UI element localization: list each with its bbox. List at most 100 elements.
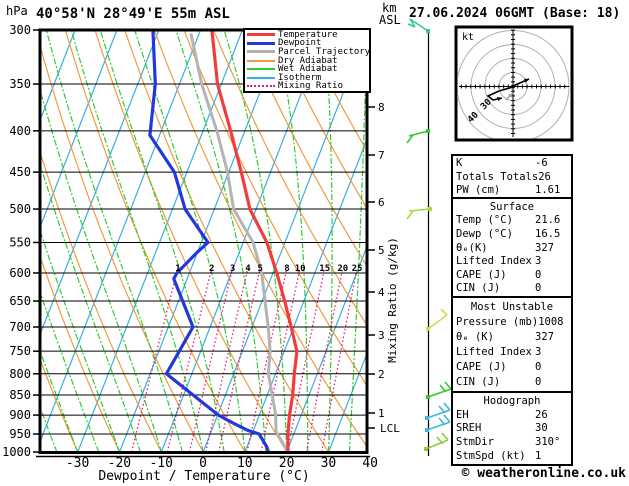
legend-swatch-isotherm	[247, 76, 275, 79]
pressure-tick-label: 650	[9, 294, 31, 308]
legend-item: Mixing Ratio	[245, 82, 369, 91]
wind-barb	[440, 308, 448, 316]
wind-barb	[426, 421, 451, 431]
wind-barb	[409, 18, 416, 28]
attribution: © weatheronline.co.uk	[461, 466, 626, 481]
km-tick-label: 2	[378, 368, 385, 381]
stat-label: PW (cm)	[456, 183, 501, 196]
panel-indices-row: PW (cm) 1.61	[453, 184, 571, 196]
stat-value: 26	[535, 408, 548, 421]
mixing-ratio-axis-label: Mixing Ratio (g/kg)	[386, 237, 399, 363]
km-tick-label: 5	[378, 244, 385, 257]
stat-value: 327	[535, 331, 554, 343]
panel-surface-row: Lifted Index 3	[453, 255, 571, 267]
stat-value: 327	[535, 241, 554, 254]
stat-label: Lifted Index	[456, 346, 532, 358]
mixing-ratio-value-label: 2	[209, 264, 214, 274]
wind-barb	[439, 384, 447, 393]
wind-barb	[425, 439, 449, 450]
mixing-ratio-value-label: 15	[319, 264, 330, 274]
panel-indices: K -6 Totals Totals 26 PW (cm) 1.61	[451, 154, 573, 199]
stat-label: EH	[456, 408, 469, 421]
panel-hodograph-row: SREH 30	[453, 422, 571, 434]
legend-swatch-mixing-ratio	[247, 85, 275, 88]
pressure-tick-label: 700	[9, 320, 31, 334]
mixing-ratio-value-label: 20	[337, 264, 348, 274]
stat-value: 1	[535, 450, 542, 463]
wind-barb	[443, 402, 451, 411]
panel-hodograph-title: Hodograph	[483, 394, 541, 407]
km-tick-label: 8	[378, 101, 385, 114]
legend-item: Dewpoint	[245, 39, 369, 48]
pressure-tick-label: 300	[9, 23, 31, 37]
panel-hodograph-row: StmSpd (kt) 1	[453, 450, 571, 462]
pressure-tick-label: 350	[9, 77, 31, 91]
legend-item: Parcel Trajectory	[245, 47, 370, 56]
panel-most-unstable-row: θₑ (K) 327	[453, 331, 571, 343]
km-tick-label: 1	[378, 407, 385, 420]
panel-surface-title: Surface	[489, 200, 535, 213]
km-tick-label: 3	[378, 329, 385, 342]
plot-background-lines	[40, 30, 367, 453]
stat-value: 0	[535, 268, 542, 281]
temp-tick-label: -20	[108, 456, 131, 471]
wind-barb	[406, 134, 414, 144]
stat-value: 0	[535, 376, 542, 388]
hodograph-border	[454, 25, 574, 142]
axis-labels: 3003504004505005506006507007508008509009…	[2, 23, 400, 484]
wind-barb	[427, 314, 448, 330]
km-tick-label: 6	[378, 196, 385, 209]
stat-label: CAPE (J)	[456, 268, 507, 281]
temp-tick-label: 30	[321, 456, 337, 471]
wind-barb	[406, 210, 414, 220]
legend-label: Wet Adiabat	[278, 64, 338, 75]
wind-barb	[438, 417, 446, 426]
parcel_trajectory-curve	[189, 33, 290, 453]
wind-barb	[408, 208, 431, 212]
panel-surface-row: Temp (°C) 21.6	[453, 214, 571, 226]
panel-indices-row: K -6	[453, 157, 571, 169]
temp-tick-label: 20	[279, 456, 295, 471]
wind-barb	[444, 381, 452, 390]
wind-barb	[426, 409, 451, 419]
legend-item: Dry Adiabat	[245, 55, 369, 66]
stat-label: SREH	[456, 422, 482, 435]
stat-value: 30	[535, 422, 548, 435]
panel-hodograph-stats: Hodograph EH 26 SREH 30 StmDir 310° StmSpd (kt)…	[451, 391, 573, 466]
pressure-tick-label: 800	[9, 367, 31, 381]
legend-swatch-parcel-trajectory	[247, 50, 275, 54]
plot-border	[38, 28, 369, 454]
mixing-ratio-value-label: 1	[175, 264, 180, 274]
stat-label: θₑ (K)	[456, 331, 494, 343]
pressure-tick-label: 600	[9, 266, 31, 280]
legend-swatch-dry-adiabat	[247, 59, 275, 62]
stat-value: -6	[535, 157, 548, 170]
legend-swatch-temperature	[247, 33, 275, 37]
legend-item: Wet Adiabat	[245, 64, 369, 75]
panel-most-unstable-row: CAPE (J) 0	[453, 361, 571, 373]
temp-tick-label: -10	[149, 456, 172, 471]
wind-barb-column	[406, 18, 452, 456]
mixing-ratio-value-label: 10	[295, 264, 306, 274]
legend-swatch-dewpoint	[247, 41, 275, 45]
stat-value: 0	[535, 361, 542, 373]
pressure-tick-label: 400	[9, 124, 31, 138]
datetime-label: 27.06.2024 06GMT (Base: 18)	[409, 6, 621, 21]
pressure-tick-label: 900	[9, 408, 31, 422]
km-tick-label: 7	[378, 149, 385, 162]
stat-value: 21.6	[535, 214, 561, 227]
pressure-unit-label: hPa	[6, 4, 28, 18]
pressure-tick-label: 550	[9, 235, 31, 249]
wind-barb	[427, 388, 452, 398]
legend-label: Dry Adiabat	[278, 55, 338, 66]
stat-value: 16.5	[535, 227, 561, 240]
pressure-tick-label: 850	[9, 388, 31, 402]
mixing-ratio-value-label: 4	[245, 264, 251, 274]
legend-swatch-wet-adiabat	[247, 68, 275, 71]
panel-surface-row: CIN (J) 0	[453, 282, 571, 294]
stat-label: Totals Totals	[456, 170, 539, 183]
stat-value: 3	[535, 346, 542, 358]
stat-label: Lifted Index	[456, 255, 532, 268]
